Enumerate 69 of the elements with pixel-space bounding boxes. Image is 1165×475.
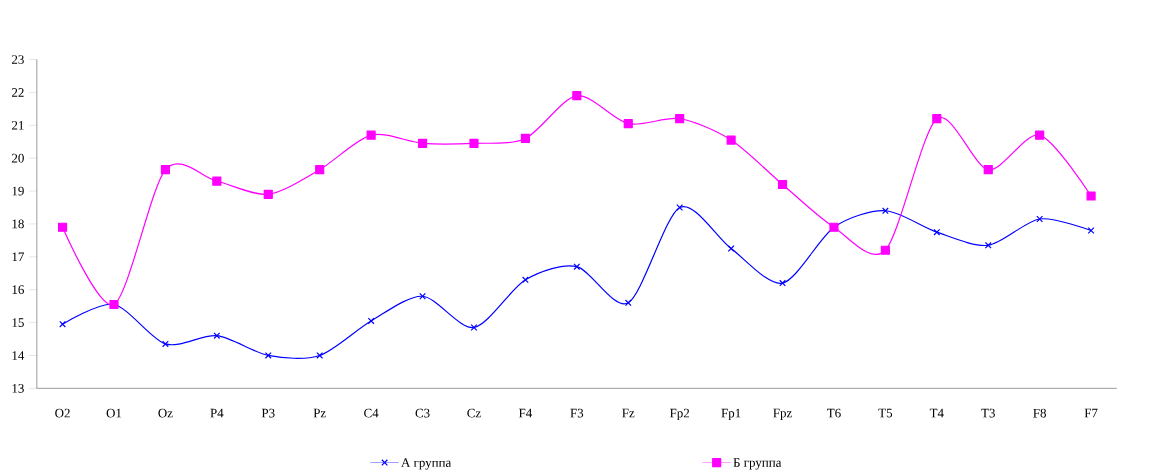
x-tick-label: T3	[981, 408, 995, 418]
x-tick-label: Pz	[313, 408, 326, 418]
y-tick-label: 15	[12, 318, 24, 328]
x-tick-label: C4	[364, 408, 379, 418]
point	[573, 263, 581, 271]
x-tick-label: Fpz	[773, 408, 792, 421]
legend-label: А группа	[401, 458, 452, 470]
x-tick-label: C3	[415, 408, 430, 418]
point	[316, 352, 324, 359]
x-tick-label: F7	[1084, 408, 1098, 418]
x-tick-label: T5	[878, 408, 893, 418]
point	[932, 114, 942, 124]
x-tick-label: P4	[210, 408, 224, 418]
point	[624, 299, 632, 307]
point	[212, 176, 222, 186]
point	[1086, 191, 1096, 201]
x-tick-label: Fp2	[669, 408, 690, 421]
point	[263, 189, 273, 200]
point	[470, 324, 478, 332]
point	[417, 138, 428, 149]
point	[675, 114, 685, 124]
legend-label: Б группа	[733, 458, 782, 470]
point	[264, 352, 272, 359]
x-tick-label: T6	[827, 408, 841, 418]
y-tick-label: 20	[11, 153, 24, 163]
x-tick-label: F8	[1033, 408, 1047, 418]
point	[881, 207, 889, 215]
y-tick-label: 17	[12, 252, 24, 262]
y-tick-label: 21	[11, 121, 24, 130]
x-tick-label: Cz	[467, 408, 481, 418]
point	[726, 135, 736, 145]
point	[469, 138, 479, 149]
point	[1087, 227, 1095, 235]
point	[59, 320, 66, 328]
point	[880, 245, 890, 255]
point	[315, 165, 325, 175]
point	[572, 91, 582, 101]
point	[419, 292, 426, 300]
x-tick-label: F3	[570, 408, 584, 418]
y-tick-label: 23	[11, 55, 24, 64]
point	[521, 276, 529, 284]
point	[213, 332, 221, 340]
point	[623, 119, 633, 129]
point	[983, 165, 993, 175]
point	[520, 133, 530, 144]
y-tick-label: 18	[12, 219, 24, 229]
y-tick-label: 16	[12, 285, 24, 295]
x-tick-label: O2	[55, 408, 70, 418]
x-tick-label: O1	[106, 408, 122, 418]
point	[366, 130, 376, 140]
point	[777, 179, 788, 190]
x-tick-label: Fz	[622, 408, 635, 418]
point	[57, 222, 68, 232]
point	[160, 165, 170, 175]
y-tick-label: 19	[12, 186, 24, 196]
x-tick-label: Fp1	[721, 408, 741, 421]
point	[779, 279, 786, 287]
point	[162, 340, 169, 348]
point	[1035, 130, 1045, 140]
y-tick-label: 14	[12, 351, 25, 360]
point	[1036, 215, 1044, 223]
x-tick-label: Oz	[158, 408, 173, 418]
y-tick-label: 13	[12, 384, 24, 393]
x-tick-label: T4	[929, 408, 944, 418]
y-tick-label: 22	[11, 88, 24, 97]
point	[727, 245, 735, 253]
x-tick-label: P3	[261, 408, 275, 418]
x-tick-label: F4	[518, 408, 533, 418]
point	[676, 204, 684, 212]
